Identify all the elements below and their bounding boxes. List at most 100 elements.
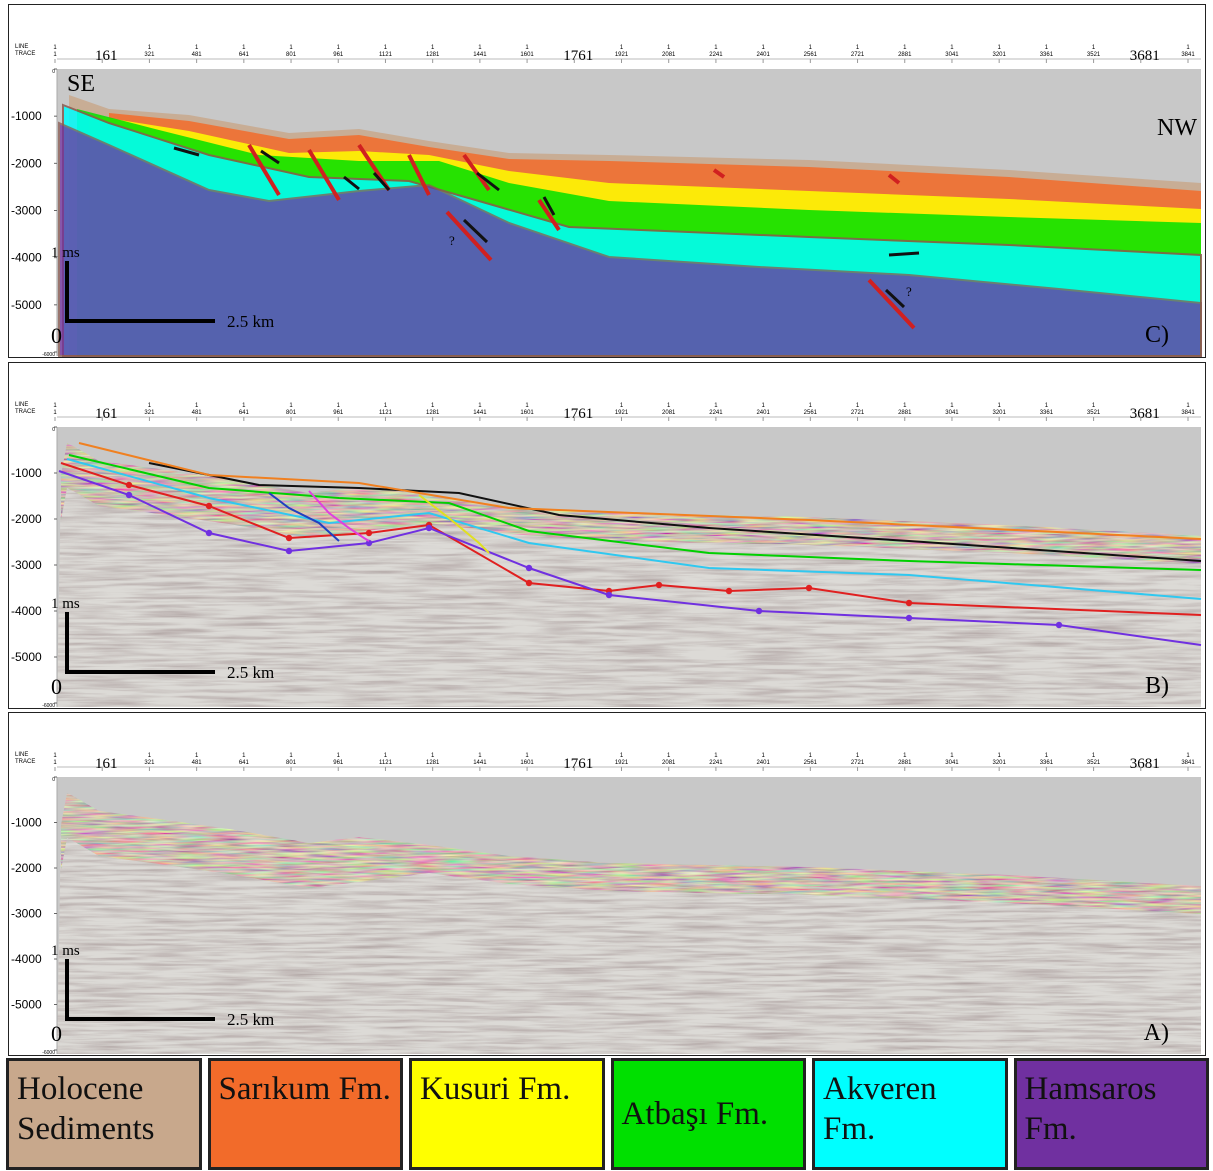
panel-label: C) — [1145, 322, 1169, 348]
legend-item: Kusuri Fm. — [409, 1058, 605, 1170]
trace-axis-label: TRACE — [15, 51, 35, 57]
panel-label: A) — [1144, 1020, 1169, 1046]
depth-label: -1000 — [11, 109, 42, 123]
trace-label: 801 — [286, 760, 297, 766]
scale-distance: 2.5 km — [227, 1010, 274, 1029]
trace-label: 1 — [53, 52, 57, 58]
trace-label: 1 — [53, 760, 57, 766]
line-number: 1 — [195, 45, 199, 51]
line-number: 1 — [1186, 45, 1190, 51]
line-number: 1 — [620, 45, 624, 51]
trace-label: 321 — [144, 760, 155, 766]
trace-label: 1601 — [520, 760, 534, 766]
trace-label: 3361 — [1040, 410, 1054, 416]
line-number: 1 — [997, 403, 1001, 409]
scale-time: 1 ms — [51, 596, 80, 612]
line-number: 1 — [950, 753, 954, 759]
trace-label: 961 — [333, 760, 344, 766]
trace-label: 2561 — [804, 760, 818, 766]
line-number: 1 — [667, 753, 671, 759]
line-number: 1 — [242, 403, 246, 409]
trace-label-emphasis: 161 — [95, 406, 118, 422]
line-number: 1 — [53, 403, 57, 409]
direction-label: NW — [1157, 115, 1197, 141]
fault-query: ? — [906, 284, 912, 299]
line-number: 1 — [761, 403, 765, 409]
trace-label: 1921 — [615, 52, 629, 58]
trace-label: 481 — [192, 410, 203, 416]
trace-label-emphasis: 161 — [95, 756, 118, 772]
trace-label: 1121 — [379, 410, 393, 416]
trace-label: 3201 — [992, 52, 1006, 58]
trace-label: 2401 — [756, 410, 770, 416]
trace-label: 3041 — [945, 410, 959, 416]
legend-item: Holocene Sediments — [6, 1058, 202, 1170]
trace-label: 1601 — [520, 52, 534, 58]
trace-label: 481 — [192, 760, 203, 766]
scale-time: 1 ms — [51, 245, 80, 261]
trace-label: 961 — [333, 410, 344, 416]
scale-origin: 0 — [51, 1021, 62, 1046]
line-number: 1 — [384, 45, 388, 51]
trace-label: 2721 — [851, 410, 865, 416]
line-number: 1 — [148, 45, 152, 51]
line-number: 1 — [337, 45, 341, 51]
line-number: 1 — [148, 403, 152, 409]
line-number: 1 — [478, 403, 482, 409]
line-number: 1 — [242, 45, 246, 51]
line-number: 1 — [431, 403, 435, 409]
trace-label: 3201 — [992, 760, 1006, 766]
line-number: 1 — [1045, 403, 1049, 409]
line-number: 1 — [289, 753, 293, 759]
trace-label: 3521 — [1087, 52, 1101, 58]
line-number: 1 — [809, 45, 813, 51]
depth-label: -2000 — [11, 512, 42, 526]
fault-query: ? — [449, 233, 455, 248]
scale-distance: 2.5 km — [227, 663, 274, 682]
trace-label: 481 — [192, 52, 203, 58]
trace-label: 1441 — [473, 52, 487, 58]
page: LINETRACE1116113211481164118011961111211… — [0, 0, 1213, 1171]
line-number: 1 — [148, 753, 152, 759]
trace-label: 1281 — [426, 760, 440, 766]
trace-label: 2401 — [756, 760, 770, 766]
trace-label: 2561 — [804, 410, 818, 416]
line-axis-label: LINE — [15, 44, 28, 50]
trace-label: 2241 — [709, 410, 723, 416]
line-number: 1 — [903, 753, 907, 759]
trace-label: 3521 — [1087, 760, 1101, 766]
trace-label: 3841 — [1181, 410, 1195, 416]
depth-label: 0 — [52, 777, 55, 783]
trace-label-emphasis: 3681 — [1130, 406, 1160, 422]
depth-label: 0 — [52, 427, 55, 433]
depth-label: -4000 — [11, 604, 42, 618]
line-number: 1 — [431, 45, 435, 51]
trace-label: 3521 — [1087, 410, 1101, 416]
trace-label: 2561 — [804, 52, 818, 58]
slip-arrow — [889, 253, 919, 255]
line-number: 1 — [1186, 753, 1190, 759]
line-number: 1 — [1092, 403, 1096, 409]
trace-label: 3361 — [1040, 52, 1054, 58]
trace-label-emphasis: 161 — [95, 48, 118, 64]
trace-label: 2081 — [662, 52, 676, 58]
trace-label-emphasis: 1761 — [563, 756, 593, 772]
line-number: 1 — [195, 403, 199, 409]
line-number: 1 — [620, 753, 624, 759]
trace-label: 2881 — [898, 760, 912, 766]
line-number: 1 — [525, 45, 529, 51]
line-number: 1 — [809, 753, 813, 759]
trace-label: 1 — [53, 410, 57, 416]
line-number: 1 — [856, 403, 860, 409]
trace-label-emphasis: 3681 — [1130, 756, 1160, 772]
line-axis-label: LINE — [15, 402, 28, 408]
trace-label: 2241 — [709, 760, 723, 766]
line-number: 1 — [1186, 403, 1190, 409]
line-number: 1 — [337, 753, 341, 759]
trace-label: 3841 — [1181, 760, 1195, 766]
depth-label: -4000 — [11, 952, 42, 966]
depth-label: -6000 — [42, 703, 55, 709]
depth-label: -5000 — [11, 650, 42, 664]
